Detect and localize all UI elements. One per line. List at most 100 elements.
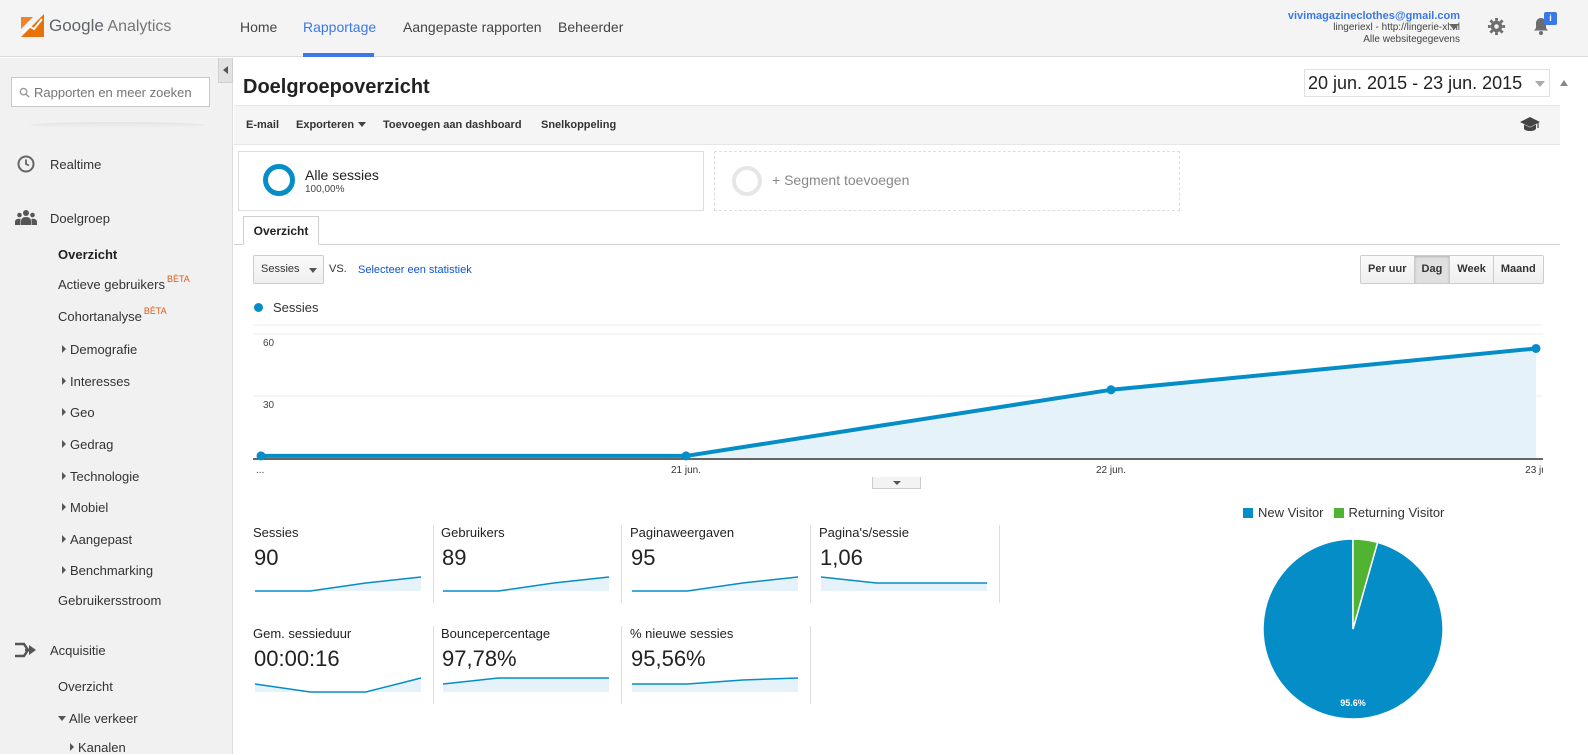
- sparkline-fill: [255, 577, 421, 591]
- legend-label: Sessies: [273, 300, 319, 315]
- chevron-down-icon: [892, 480, 901, 485]
- add-to-dashboard-button[interactable]: Toevoegen aan dashboard: [383, 119, 522, 131]
- account-selector[interactable]: vivimagazineclothes@gmail.com lingeriexl…: [1288, 10, 1460, 46]
- sidebar-item-realtime[interactable]: Realtime: [0, 154, 101, 174]
- sparkline-fill: [443, 678, 609, 692]
- segment-all-sessions[interactable]: Alle sessies 100,00%: [238, 151, 704, 211]
- sidebar-item-demographics[interactable]: Demografie: [62, 342, 137, 357]
- sessions-area-fill: [261, 348, 1536, 458]
- expand-arrow-icon: [70, 743, 74, 751]
- kpi-divider: [810, 626, 811, 704]
- x-tick-label: 22 jun.: [1096, 465, 1126, 476]
- graduation-cap-icon[interactable]: [1519, 115, 1541, 133]
- email-button[interactable]: E-mail: [246, 119, 280, 131]
- metric-select[interactable]: Sessies: [253, 255, 324, 284]
- kpi-card[interactable]: Gebruikers 89: [441, 525, 622, 603]
- kpi-divider: [621, 626, 622, 704]
- kpi-divider: [810, 525, 811, 603]
- sidebar-item-active-users[interactable]: Actieve gebruikers BÈTA: [58, 274, 190, 292]
- sparkline-line: [442, 677, 609, 685]
- expand-chart-button[interactable]: [872, 477, 921, 489]
- sidebar-label: Gedrag: [70, 437, 114, 452]
- chevron-down-icon: [1535, 81, 1545, 87]
- beta-badge: BÈTA: [166, 274, 190, 284]
- sidebar-item-acquisition-overview[interactable]: Overzicht: [58, 679, 113, 694]
- date-range-picker[interactable]: 20 jun. 2015 - 23 jun. 2015: [1304, 69, 1550, 97]
- export-button[interactable]: Exporteren: [296, 119, 367, 131]
- shortcut-button[interactable]: Snelkoppeling: [541, 119, 617, 131]
- sidebar-label: Actieve gebruikers: [58, 277, 165, 292]
- scroll-up-icon[interactable]: [1560, 80, 1568, 86]
- sidebar-item-audience-overview[interactable]: Overzicht: [58, 247, 118, 262]
- select-statistic-link[interactable]: Selecteer een statistiek: [358, 264, 472, 276]
- interval-week-button[interactable]: Week: [1449, 256, 1493, 283]
- kpi-label: Sessies: [253, 525, 299, 540]
- kpi-label: Paginaweergaven: [630, 525, 735, 540]
- sidebar-item-cohort-analysis[interactable]: Cohortanalyse BÈTA: [58, 306, 167, 324]
- chevron-down-icon[interactable]: [1449, 24, 1459, 30]
- kpi-card[interactable]: Sessies 90: [253, 525, 434, 603]
- tab-home[interactable]: Home: [240, 19, 278, 35]
- sparkline-line: [255, 576, 422, 592]
- sparkline-fill: [632, 577, 798, 591]
- gear-icon[interactable]: [1487, 17, 1506, 36]
- sidebar-item-geo[interactable]: Geo: [62, 405, 95, 420]
- sidebar-item-behavior[interactable]: Gedrag: [62, 437, 113, 452]
- x-tick-label: 21 jun.: [671, 465, 701, 476]
- kpi-label: Gebruikers: [441, 525, 505, 540]
- sidebar: Realtime Doelgroep Overzicht Actieve geb…: [0, 58, 233, 755]
- kpi-value: 89: [442, 545, 467, 570]
- sidebar-label: Demografie: [70, 342, 138, 357]
- data-point: [681, 451, 691, 461]
- kpi-card[interactable]: Pagina's/sessie 1,06: [819, 525, 1000, 603]
- sidebar-item-all-traffic[interactable]: Alle verkeer: [58, 711, 138, 726]
- kpi-card[interactable]: Paginaweergaven 95: [630, 525, 811, 603]
- tab-overview[interactable]: Overzicht: [243, 216, 319, 245]
- sidebar-label: Technologie: [70, 469, 140, 484]
- notification-badge: i: [1544, 12, 1557, 25]
- sidebar-item-custom[interactable]: Aangepast: [62, 532, 132, 547]
- sidebar-item-mobile[interactable]: Mobiel: [62, 500, 108, 515]
- kpi-sparkline: [442, 677, 609, 692]
- sidebar-item-technology[interactable]: Technologie: [62, 469, 139, 484]
- kpi-sparkline: [820, 576, 987, 591]
- sidebar-item-benchmarking[interactable]: Benchmarking: [62, 563, 153, 578]
- add-segment-label: + Segment toevoegen: [772, 172, 910, 188]
- google-analytics-logo[interactable]: Google Analytics: [21, 14, 171, 37]
- data-point: [1106, 385, 1116, 395]
- interval-day-button[interactable]: Dag: [1413, 256, 1450, 283]
- search-input[interactable]: [34, 84, 204, 100]
- sidebar-item-users-flow[interactable]: Gebruikersstroom: [58, 593, 162, 608]
- kpi-sparkline: [255, 576, 422, 592]
- add-segment-button[interactable]: + Segment toevoegen: [714, 151, 1180, 211]
- sidebar-item-acquisition[interactable]: Acquisitie: [0, 640, 106, 660]
- tab-divider: [234, 244, 1560, 245]
- beta-badge: BÈTA: [143, 306, 167, 316]
- pie-slice: [1352, 538, 1379, 630]
- kpi-card[interactable]: Bouncepercentage 97,78%: [441, 626, 622, 704]
- sidebar-item-interests[interactable]: Interesses: [62, 374, 130, 389]
- kpi-sparkline: [443, 576, 610, 592]
- acquisition-arrows-icon: [14, 640, 38, 660]
- kpi-card[interactable]: % nieuwe sessies 95,56%: [630, 626, 811, 704]
- tab-admin[interactable]: Beheerder: [558, 19, 624, 35]
- tab-custom-reports[interactable]: Aangepaste rapporten: [403, 19, 542, 35]
- legend-label: Returning Visitor: [1348, 505, 1445, 520]
- sparkline-line: [632, 576, 799, 592]
- sidebar-item-audience[interactable]: Doelgroep: [0, 208, 110, 228]
- report-toolbar: E-mail Exporteren Toevoegen aan dashboar…: [234, 105, 1560, 145]
- expand-arrow-icon: [62, 408, 66, 416]
- kpi-label: Pagina's/sessie: [819, 525, 909, 540]
- search-field[interactable]: [11, 77, 210, 107]
- account-view: Alle websitegegevens: [1363, 34, 1460, 45]
- tab-reporting[interactable]: Rapportage: [303, 19, 377, 35]
- sessions-line: [261, 346, 1537, 458]
- kpi-card[interactable]: Gem. sessieduur 00:00:16: [253, 626, 434, 704]
- y-tick-label: 30: [263, 400, 275, 411]
- legend-label: New Visitor: [1258, 505, 1324, 520]
- collapse-sidebar-button[interactable]: [218, 58, 233, 83]
- sidebar-item-channels[interactable]: Kanalen: [70, 740, 126, 755]
- interval-hourly-button[interactable]: Per uur: [1361, 256, 1414, 283]
- interval-month-button[interactable]: Maand: [1492, 256, 1543, 283]
- sparkline-line: [443, 576, 610, 592]
